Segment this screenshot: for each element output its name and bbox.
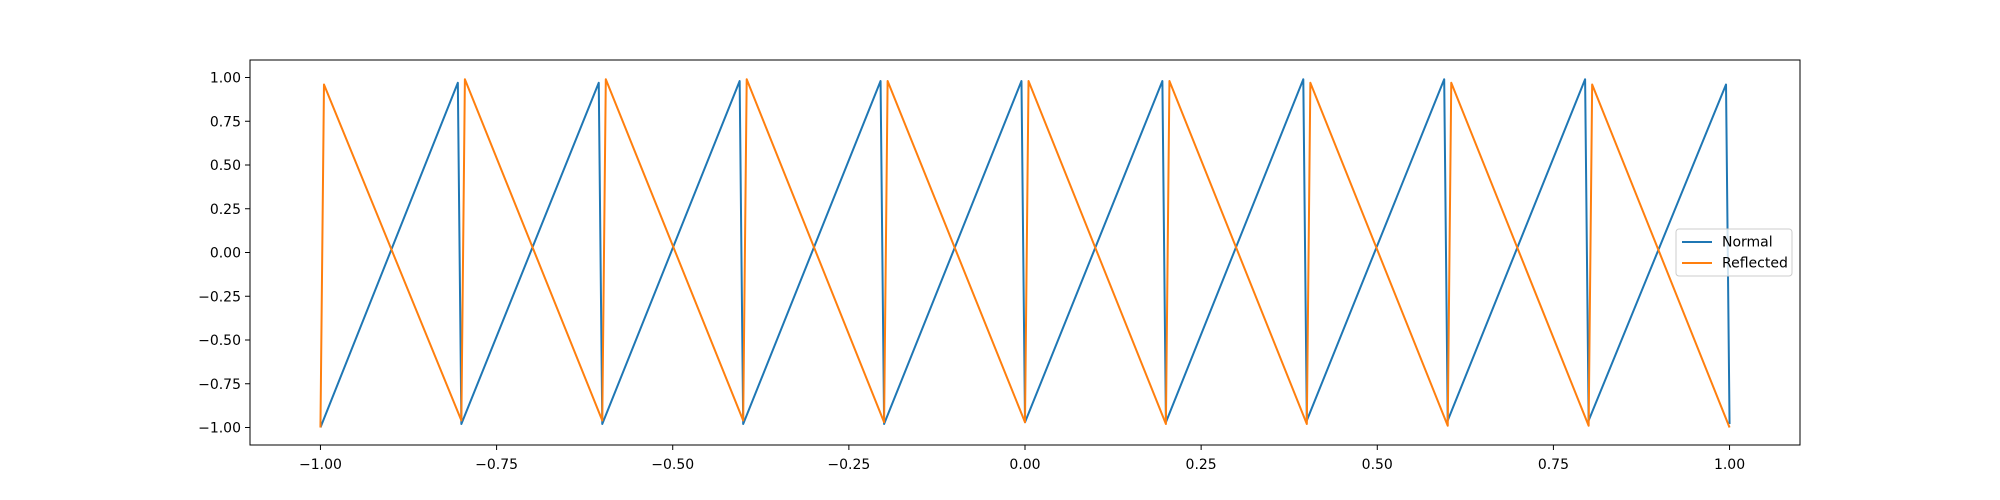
x-tick-label: 0.50 [1362, 457, 1393, 473]
y-axis-ticks: 1.00 0.75 0.50 0.25 0.00 −0.25 −0.50 −0.75 −1.00 [198, 71, 250, 437]
legend-label-normal: Normal [1722, 235, 1773, 251]
plot-frame [249, 59, 1801, 446]
legend-box [1675, 228, 1793, 277]
y-tick-label: 0.50 [210, 158, 241, 174]
x-tick-label: −0.75 [475, 457, 518, 473]
y-tick-label: 0.25 [210, 202, 241, 218]
series-line-reflected [319, 78, 1731, 428]
x-tick-label: −1.00 [299, 457, 342, 473]
y-tick-label: −1.00 [198, 421, 241, 437]
legend: Normal Reflected [1675, 228, 1793, 277]
x-tick-label: 0.75 [1538, 457, 1569, 473]
x-tick-label: 0.25 [1186, 457, 1217, 473]
y-tick-label: 0.00 [210, 246, 241, 262]
x-axis-ticks: −1.00 −0.75 −0.50 −0.25 0.00 0.25 0.50 0.75 1.00 [299, 445, 1745, 473]
legend-label-reflected: Reflected [1722, 256, 1788, 272]
y-tick-label: −0.75 [198, 377, 241, 393]
series-lines [319, 78, 1731, 428]
y-tick-label: 1.00 [210, 71, 241, 87]
y-tick-label: 0.75 [210, 114, 241, 130]
x-tick-label: 0.00 [1009, 457, 1040, 473]
x-tick-label: −0.25 [827, 457, 870, 473]
y-tick-label: −0.25 [198, 289, 241, 305]
x-tick-label: −0.50 [651, 457, 694, 473]
x-tick-label: 1.00 [1714, 457, 1745, 473]
y-tick-label: −0.50 [198, 333, 241, 349]
